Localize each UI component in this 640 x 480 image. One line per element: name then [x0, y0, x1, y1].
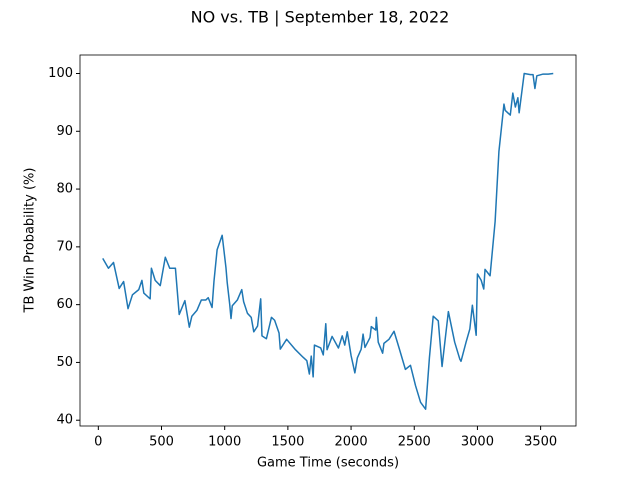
x-tick-label: 3500: [524, 435, 557, 450]
x-tick-label: 2500: [398, 435, 431, 450]
x-tick-label: 1500: [271, 435, 304, 450]
y-tick-label: 100: [48, 66, 73, 81]
y-tick-label: 70: [56, 239, 73, 254]
x-tick-label: 1000: [208, 435, 241, 450]
x-axis-label: Game Time (seconds): [257, 456, 399, 471]
y-tick-label: 60: [56, 297, 73, 312]
y-axis-label: TB Win Probability (%): [23, 168, 38, 314]
x-tick-label: 500: [149, 435, 174, 450]
x-tick-label: 0: [94, 435, 102, 450]
data-line: [102, 72, 554, 410]
y-tick-label: 50: [56, 355, 73, 370]
plot-frame: [79, 54, 577, 427]
y-tick-label: 40: [56, 413, 73, 428]
x-tick-label: 3000: [461, 435, 494, 450]
x-tick-label: 2000: [335, 435, 368, 450]
chart-title: NO vs. TB | September 18, 2022: [191, 8, 450, 27]
y-tick-label: 90: [56, 124, 73, 139]
y-tick-label: 80: [56, 182, 73, 197]
